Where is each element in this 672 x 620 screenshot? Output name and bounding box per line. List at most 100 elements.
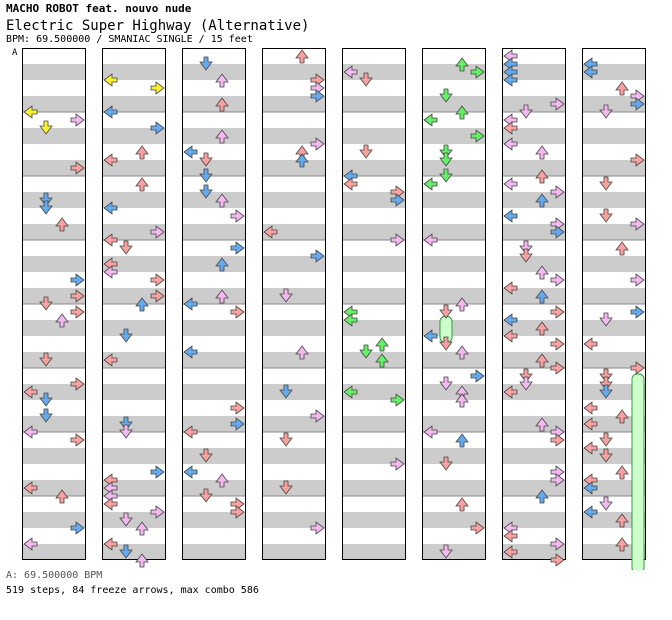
step-arrow	[230, 305, 245, 319]
step-arrow	[599, 432, 613, 447]
step-arrow	[230, 241, 245, 255]
step-arrow	[310, 409, 325, 423]
step-arrow	[103, 473, 118, 487]
step-arrow	[230, 417, 245, 431]
beat-stripe	[22, 352, 86, 368]
beat-stripe	[502, 320, 566, 336]
step-arrow	[550, 337, 565, 351]
beat-stripe	[422, 384, 486, 400]
step-arrow	[343, 65, 358, 79]
beat-stripe	[22, 96, 86, 112]
beat-stripe	[102, 512, 166, 528]
beat-stripe	[422, 192, 486, 208]
step-arrow	[103, 233, 118, 247]
beat-stripe	[422, 480, 486, 496]
column-border	[22, 48, 86, 560]
step-arrow	[550, 225, 565, 239]
step-arrow	[470, 369, 485, 383]
beat-stripe	[422, 256, 486, 272]
beat-stripe	[262, 512, 326, 528]
beat-stripe	[502, 352, 566, 368]
beat-stripe	[102, 416, 166, 432]
step-arrow	[615, 81, 629, 96]
bpm-segment-marker: A	[12, 48, 18, 58]
beat-stripe	[22, 256, 86, 272]
beat-stripe	[182, 352, 246, 368]
step-arrow	[535, 169, 549, 184]
step-arrow	[503, 121, 518, 135]
beat-stripe	[22, 224, 86, 240]
step-arrow	[390, 393, 405, 407]
step-stats: 519 steps, 84 freeze arrows, max combo 5…	[6, 585, 259, 596]
beat-stripe	[502, 160, 566, 176]
step-arrow	[23, 385, 38, 399]
step-arrow	[615, 409, 629, 424]
beat-stripe	[582, 352, 646, 368]
step-arrow	[550, 553, 565, 567]
step-arrow	[630, 273, 645, 287]
step-arrow	[583, 473, 598, 487]
step-arrow	[70, 433, 85, 447]
step-arrow	[550, 537, 565, 551]
step-arrow	[519, 248, 533, 263]
step-arrow	[279, 288, 293, 303]
step-arrow	[70, 305, 85, 319]
beat-stripe	[422, 96, 486, 112]
step-arrow	[215, 73, 229, 88]
step-arrow	[503, 281, 518, 295]
step-arrow	[39, 352, 53, 367]
step-arrow	[310, 89, 325, 103]
step-arrow	[550, 305, 565, 319]
step-arrow	[359, 144, 373, 159]
step-arrow	[103, 73, 118, 87]
beat-stripe	[262, 224, 326, 240]
beat-stripe	[422, 160, 486, 176]
step-arrow	[135, 521, 149, 536]
step-arrow	[199, 488, 213, 503]
beat-stripe	[582, 224, 646, 240]
step-arrow	[615, 241, 629, 256]
step-arrow	[439, 88, 453, 103]
column-border	[102, 48, 166, 560]
step-arrow	[295, 49, 309, 64]
beat-stripe	[182, 64, 246, 80]
step-arrow	[535, 321, 549, 336]
step-arrow	[535, 353, 549, 368]
step-arrow	[423, 113, 438, 127]
step-arrow	[599, 448, 613, 463]
beat-stripe	[102, 192, 166, 208]
step-arrow	[263, 225, 278, 239]
beat-stripe	[582, 416, 646, 432]
beat-stripe	[262, 64, 326, 80]
beat-stripe	[342, 352, 406, 368]
song-title: Electric Super Highway (Alternative)	[6, 18, 310, 34]
step-arrow	[295, 345, 309, 360]
step-arrow	[439, 456, 453, 471]
step-arrow	[103, 201, 118, 215]
step-arrow	[615, 465, 629, 480]
step-arrow	[230, 505, 245, 519]
beat-stripe	[342, 384, 406, 400]
step-arrow	[215, 193, 229, 208]
column-border	[342, 48, 406, 560]
step-arrow	[215, 257, 229, 272]
beat-stripe	[582, 192, 646, 208]
beat-stripe	[582, 96, 646, 112]
step-arrow	[550, 185, 565, 199]
beat-stripe	[262, 256, 326, 272]
step-arrow	[423, 425, 438, 439]
step-arrow	[550, 465, 565, 479]
step-arrow	[423, 177, 438, 191]
step-arrow	[503, 57, 518, 71]
step-arrow	[199, 56, 213, 71]
step-arrow	[310, 521, 325, 535]
beat-stripe	[182, 512, 246, 528]
beat-stripe	[342, 288, 406, 304]
beat-stripe	[582, 160, 646, 176]
step-arrow	[390, 233, 405, 247]
step-arrow	[535, 265, 549, 280]
step-arrow	[295, 153, 309, 168]
beat-stripe	[22, 192, 86, 208]
step-arrow	[535, 193, 549, 208]
step-arrow	[343, 169, 358, 183]
